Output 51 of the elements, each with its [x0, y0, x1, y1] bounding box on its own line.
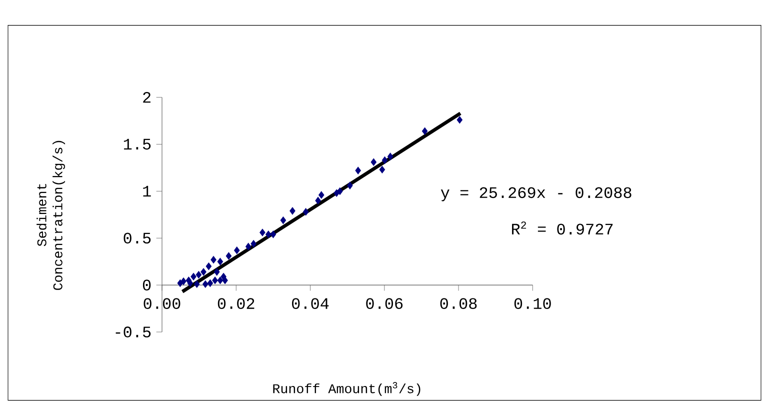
point	[355, 166, 361, 174]
x-tick-label: 0.06	[366, 298, 403, 309]
annotation: y = 25.269x - 0.2088	[440, 187, 632, 202]
point	[196, 270, 202, 278]
point	[422, 127, 428, 135]
point	[212, 276, 218, 284]
point	[260, 228, 266, 236]
point	[217, 258, 224, 266]
y-tick-label: 0	[142, 280, 151, 290]
point	[206, 262, 212, 270]
point	[379, 166, 386, 174]
point	[334, 189, 340, 197]
point	[302, 208, 309, 216]
y-axis-title: Sediment Concentration(kg/s)	[36, 140, 66, 290]
x-tick-label: 0.00	[144, 298, 180, 309]
point	[318, 191, 324, 199]
point	[315, 196, 321, 204]
point	[382, 156, 388, 164]
point	[202, 280, 208, 288]
point	[194, 280, 200, 288]
x-tick-label: 0.02	[218, 298, 254, 309]
x-tick-label: 0.04	[292, 298, 329, 309]
point	[266, 230, 272, 238]
y-tick-label: 1.5	[124, 138, 151, 150]
point	[220, 272, 226, 280]
point	[210, 256, 216, 264]
annotation: R$^{2}$ = 0.9727	[512, 221, 613, 235]
point	[456, 116, 463, 124]
point	[177, 279, 184, 287]
y-tick-label: -0.5	[116, 326, 151, 338]
point	[347, 182, 353, 190]
point	[200, 268, 206, 276]
point	[280, 216, 286, 224]
point	[234, 246, 240, 254]
x-axis-title: Runoff Amount(m$^{3}$/s)	[273, 382, 420, 396]
point	[226, 252, 232, 260]
point	[207, 279, 214, 287]
x-tick-label: 0.08	[440, 298, 477, 309]
point	[190, 272, 196, 280]
point	[387, 152, 394, 160]
point	[250, 240, 256, 248]
point	[290, 207, 296, 215]
point	[217, 276, 224, 284]
x-tick-label: 0.10	[514, 298, 551, 309]
y-tick-label: 1	[143, 186, 151, 196]
y-tick-label: 0.5	[124, 232, 151, 244]
point	[270, 230, 276, 238]
y-tick-label: 2	[143, 92, 150, 103]
point	[214, 268, 220, 276]
point	[370, 158, 377, 166]
point	[246, 242, 252, 250]
